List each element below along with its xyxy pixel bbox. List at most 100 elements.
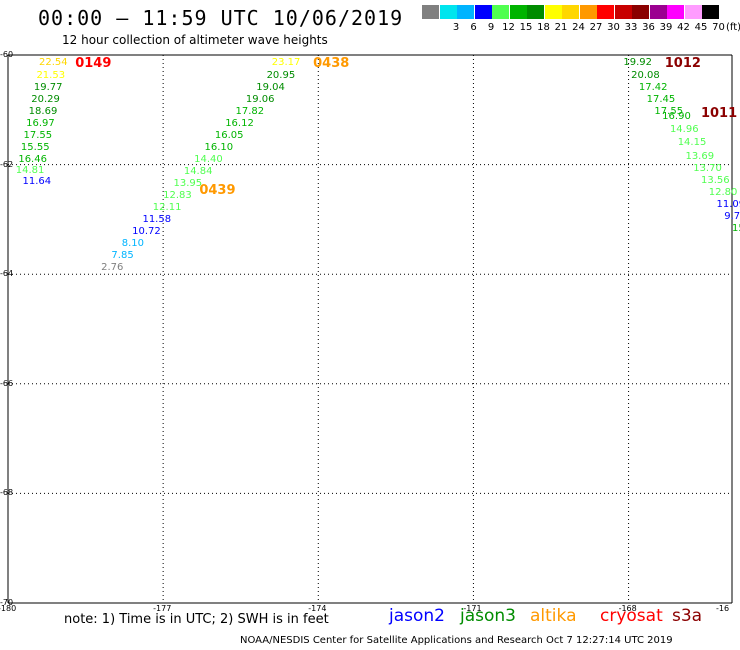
wave-height-value: 14.40	[194, 153, 223, 165]
latitude-tick-label: -70	[0, 598, 14, 607]
wave-height-value: 7.85	[111, 250, 134, 262]
scale-label: 39	[659, 22, 673, 33]
scale-swatch	[702, 5, 719, 19]
latitude-tick-label: -60	[0, 50, 14, 59]
scale-swatch	[632, 5, 649, 19]
pass-time-label: 0438	[313, 56, 350, 72]
scale-swatch	[684, 5, 702, 19]
scale-label: 6	[470, 22, 477, 33]
mission-legend-jason2: jason2	[389, 606, 445, 626]
wave-height-value: 2.76	[101, 262, 124, 274]
wave-height-value: 10.72	[132, 226, 161, 238]
wave-height-value: 15.57	[732, 222, 740, 234]
scale-label: 27	[589, 22, 603, 33]
scale-swatch	[667, 5, 684, 19]
scale-swatch	[579, 5, 597, 19]
wave-height-value: 15.55	[20, 141, 50, 153]
wave-height-value: 22.54	[39, 57, 68, 69]
scale-swatch	[649, 5, 667, 19]
wave-height-value: 21.53	[36, 69, 66, 81]
wave-height-value: 13.56	[700, 174, 730, 186]
wave-height-value: 13.95	[173, 178, 203, 190]
wave-height-value: 14.84	[183, 165, 213, 177]
mission-legend-s3a: s3a	[672, 606, 703, 626]
scale-swatch	[614, 5, 632, 19]
scale-label: 45	[694, 22, 708, 33]
wave-height-value: 20.95	[266, 69, 296, 81]
latitude-tick-label: -62	[0, 159, 14, 169]
scale-label: 3	[452, 22, 460, 33]
longitude-tick-label: -16	[716, 604, 730, 613]
scale-swatch	[492, 5, 509, 19]
longitude-tick-label: -177	[153, 604, 172, 613]
wave-height-value: 17.55	[654, 105, 684, 117]
wave-height-value: 19.06	[245, 93, 275, 105]
mission-legend-cryosat: cryosat	[600, 606, 663, 626]
wave-height-value: 11.64	[22, 175, 52, 187]
wave-height-value: 16.10	[204, 141, 234, 153]
wave-height-value: 16.05	[214, 129, 244, 141]
scale-swatch	[457, 5, 474, 19]
wave-height-value: 14.15	[677, 137, 707, 149]
footer-credit: NOAA/NESDIS Center for Satellite Applica…	[240, 635, 673, 646]
scale-swatch	[439, 5, 457, 19]
wave-height-value: 17.55	[23, 129, 53, 141]
mission-legend-jason3: jason3	[460, 606, 516, 626]
wave-height-value: 14.81	[15, 164, 45, 176]
longitude-tick-label: -174	[308, 604, 327, 613]
wave-height-value: 20.29	[31, 93, 60, 105]
wave-height-value: 12.11	[152, 202, 182, 214]
wave-height-value: 19.04	[256, 81, 285, 93]
wave-height-value: 11.09	[716, 198, 740, 210]
wave-height-value: 8.10	[121, 238, 145, 250]
footer-note: note: 1) Time is in UTC; 2) SWH is in fe…	[64, 612, 329, 627]
scale-label: 70	[712, 22, 725, 33]
wave-height-value: 19.77	[33, 81, 63, 93]
longitude-tick-label: -168	[618, 604, 637, 613]
scale-label: 42	[677, 22, 690, 33]
wave-height-value: 9.75	[724, 210, 740, 222]
mission-legend-altika: altika	[530, 606, 577, 626]
scale-swatch	[474, 5, 492, 19]
wave-height-value: 13.70	[693, 162, 722, 174]
scale-swatch	[527, 5, 544, 19]
scale-swatch	[509, 5, 527, 19]
scale-swatch	[597, 5, 614, 19]
scale-label: 9	[487, 22, 495, 33]
map-title: 00:00 – 11:59 UTC 10/06/2019	[38, 6, 404, 30]
wave-height-value: 17.45	[646, 93, 676, 105]
scale-label: 15	[519, 22, 533, 33]
scale-label: 12	[502, 22, 515, 33]
scale-swatch	[562, 5, 579, 19]
scale-unit-label: (ft)	[725, 22, 740, 33]
scale-label: 18	[537, 22, 550, 33]
pass-time-label: 0439	[199, 182, 236, 198]
wave-height-value: 12.80	[708, 186, 738, 198]
wave-height-value: 23.17	[271, 57, 301, 69]
scale-label: 33	[624, 22, 638, 33]
scale-label: 36	[642, 22, 655, 33]
wave-height-value: 17.42	[638, 81, 668, 93]
map-subtitle: 12 hour collection of altimeter wave hei…	[62, 33, 328, 47]
wave-height-value: 16.90	[662, 111, 691, 123]
pass-time-label: 1011	[700, 105, 738, 121]
wave-height-value: 16.12	[225, 117, 254, 129]
latitude-tick-label: -68	[0, 488, 14, 498]
wave-height-value: 17.82	[235, 105, 265, 117]
pass-time-label: 0149	[75, 56, 112, 72]
longitude-tick-label: -171	[463, 604, 482, 613]
scale-swatch	[422, 5, 439, 19]
scale-swatch	[544, 5, 562, 19]
wave-height-value: 18.69	[28, 105, 58, 117]
latitude-tick-label: -64	[0, 269, 14, 279]
wave-height-value: 16.46	[18, 153, 47, 165]
wave-height-value: 12.83	[163, 190, 192, 202]
wave-height-value: 19.92	[623, 57, 653, 69]
wave-height-value: 14.96	[669, 124, 699, 136]
scale-label: 21	[554, 22, 568, 33]
wave-height-value: 16.97	[26, 117, 55, 129]
wave-height-value: 13.69	[685, 150, 715, 162]
pass-time-label: 1012	[664, 56, 701, 72]
